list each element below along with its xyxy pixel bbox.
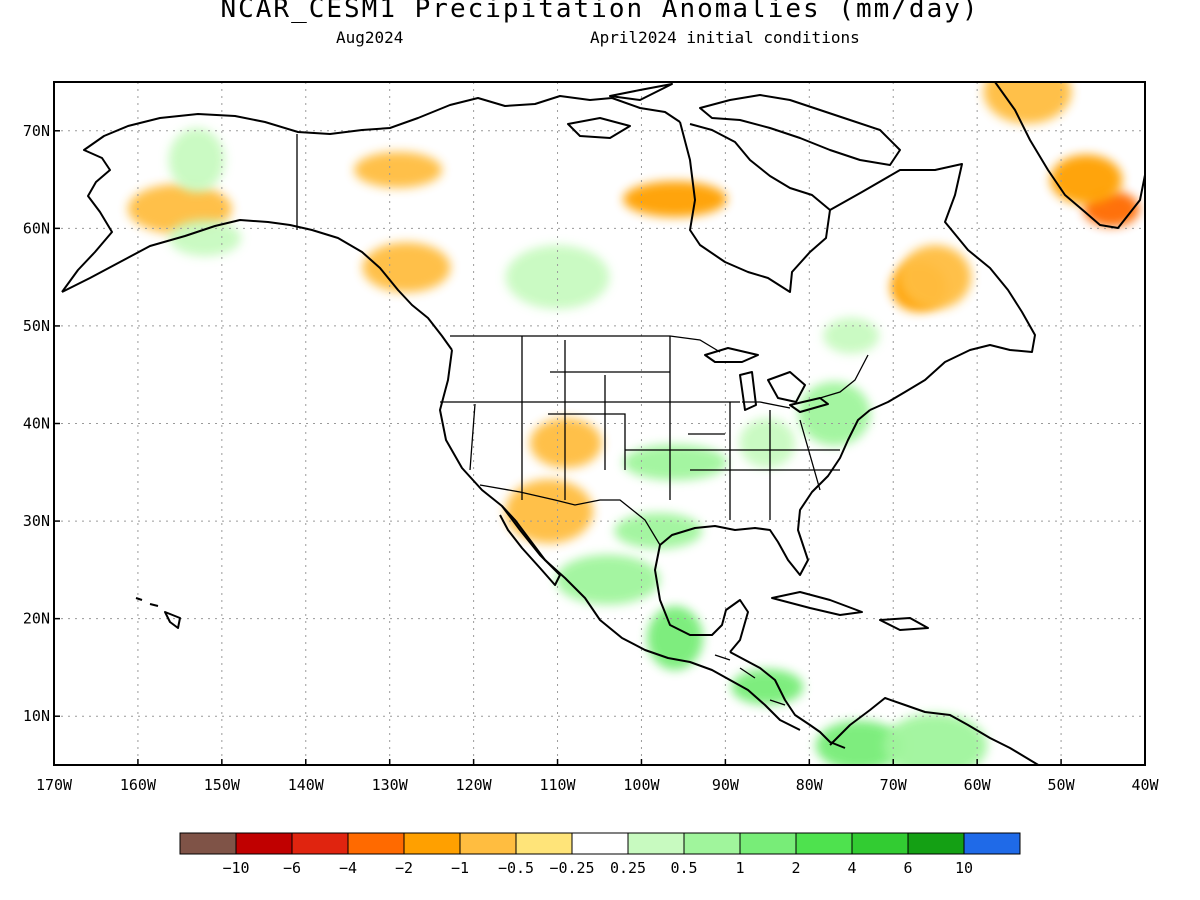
colorbar-swatch <box>515 832 573 855</box>
x-tick-label: 120W <box>456 776 493 794</box>
x-tick-label: 160W <box>120 776 157 794</box>
x-tick-label: 70W <box>880 776 908 794</box>
colorbar-swatch <box>907 832 965 855</box>
colorbar-tick-label: −1 <box>451 859 469 877</box>
colorbar-tick-label: 4 <box>847 859 856 877</box>
colorbar-swatch <box>179 832 237 855</box>
colorbar-swatch <box>347 832 405 855</box>
y-tick-label: 30N <box>23 512 50 530</box>
anomaly-region <box>815 720 904 765</box>
colorbar-swatch <box>403 832 461 855</box>
colorbar-swatch <box>571 832 629 855</box>
colorbar-tick-label: 2 <box>791 859 800 877</box>
y-tick-label: 50N <box>23 317 50 335</box>
anomaly-region <box>731 668 804 705</box>
anomaly-region <box>529 418 602 469</box>
colorbar-swatch <box>683 832 741 855</box>
x-tick-label: 80W <box>796 776 824 794</box>
x-tick-label: 90W <box>712 776 740 794</box>
colorbar-tick-label: 10 <box>955 859 973 877</box>
y-tick-label: 20N <box>23 610 50 628</box>
colorbar-tick-label: −2 <box>395 859 413 877</box>
anomaly-region <box>883 713 988 765</box>
colorbar-swatch <box>235 832 293 855</box>
colorbar-swatch <box>627 832 685 855</box>
anomaly-region <box>647 606 704 671</box>
x-tick-label: 110W <box>539 776 576 794</box>
anomaly-region <box>168 128 225 193</box>
colorbar-swatch <box>963 832 1021 855</box>
plot-background <box>54 82 1145 765</box>
chart-title: NCAR_CESM1 Precipitation Anomalies (mm/d… <box>220 0 980 24</box>
x-tick-label: 40W <box>1131 776 1159 794</box>
colorbar-tick-label: 6 <box>903 859 912 877</box>
colorbar-tick-label: −10 <box>222 859 249 877</box>
y-tick-label: 40N <box>23 415 50 433</box>
anomaly-region <box>555 554 660 605</box>
colorbar-tick-label: 1 <box>735 859 744 877</box>
graticule <box>54 82 1145 765</box>
anomaly-region <box>823 317 880 354</box>
x-tick-label: 140W <box>288 776 325 794</box>
anomaly-region <box>623 444 728 481</box>
x-tick-label: 130W <box>372 776 409 794</box>
x-tick-label: 170W <box>36 776 73 794</box>
anomaly-region <box>623 181 728 218</box>
x-tick-label: 150W <box>204 776 241 794</box>
anomaly-region <box>354 151 443 188</box>
y-tick-label: 60N <box>23 219 50 237</box>
colorbar-tick-label: −4 <box>339 859 357 877</box>
anomaly-region <box>899 245 972 310</box>
colorbar-swatch <box>851 832 909 855</box>
init-conditions-label: April2024 initial conditions <box>590 28 860 47</box>
colorbar: −10 −6 −4 −2 −1 −0.5 −0.25 0.25 0.5 1 2 4 6 10 <box>179 832 1021 877</box>
x-tick-label: 50W <box>1048 776 1076 794</box>
anomaly-region <box>505 245 610 310</box>
colorbar-swatch <box>739 832 797 855</box>
anomaly-region <box>362 242 451 293</box>
colorbar-swatch <box>459 832 517 855</box>
anomaly-region <box>739 418 796 469</box>
anomaly-region <box>1050 154 1123 205</box>
anomaly-region <box>169 220 242 257</box>
y-tick-label: 70N <box>23 122 50 140</box>
colorbar-swatch <box>291 832 349 855</box>
anomaly-region <box>983 82 1072 124</box>
x-tick-label: 100W <box>623 776 660 794</box>
colorbar-tick-label: −0.5 <box>498 859 534 877</box>
colorbar-tick-label: −6 <box>283 859 301 877</box>
y-tick-label: 10N <box>23 707 50 725</box>
anomaly-fields <box>127 82 1140 765</box>
colorbar-swatch <box>795 832 853 855</box>
political-borders <box>296 134 869 706</box>
colorbar-tick-label: −0.25 <box>549 859 594 877</box>
anomaly-region <box>505 479 594 544</box>
anomaly-region <box>614 512 703 549</box>
valid-month-label: Aug2024 <box>336 28 404 47</box>
axes: 170W 160W 150W 140W 130W 120W 110W 100W 90W 80W 70… <box>23 122 1160 794</box>
x-tick-label: 60W <box>964 776 992 794</box>
coastlines <box>61 82 1145 765</box>
colorbar-tick-label: 0.25 <box>610 859 646 877</box>
colorbar-tick-label: 0.5 <box>670 859 697 877</box>
